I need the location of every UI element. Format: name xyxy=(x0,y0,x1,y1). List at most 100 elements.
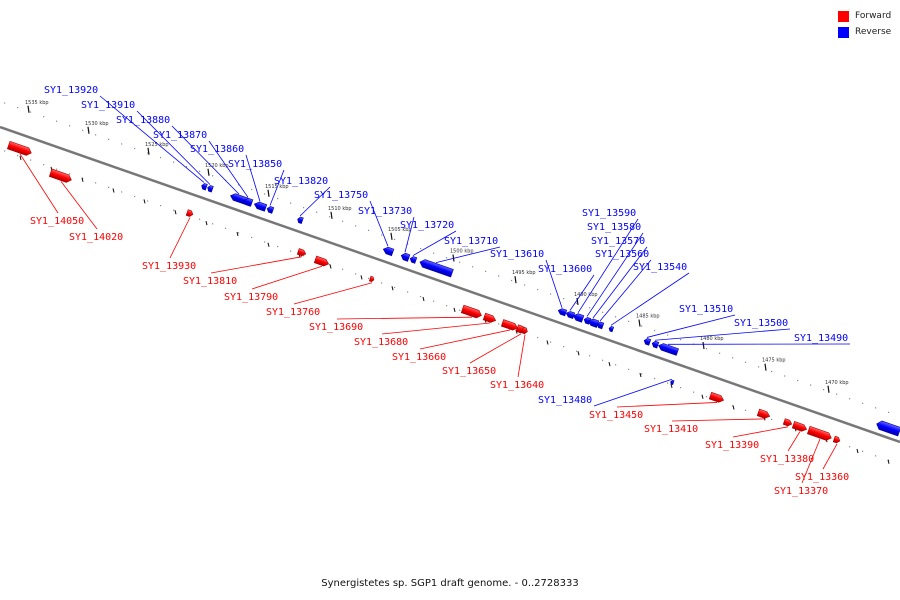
ruler-dot xyxy=(862,402,864,404)
ruler-dot xyxy=(680,387,682,389)
ruler-dot xyxy=(290,250,292,252)
gene-label: SY1_13570 xyxy=(591,236,645,247)
gene-block-shape xyxy=(243,197,254,207)
ruler-dot xyxy=(589,307,591,309)
kbp-tick xyxy=(147,147,150,155)
gene-block-shape xyxy=(521,326,528,335)
minor-tick xyxy=(143,199,146,204)
ruler-dot xyxy=(498,275,500,277)
ruler-dot xyxy=(43,164,45,166)
gene-block-shape xyxy=(409,256,418,264)
leader-line xyxy=(60,181,98,230)
gene-label: SY1_13880 xyxy=(116,115,170,126)
gene-label: SY1_13850 xyxy=(228,159,282,170)
ruler-dot xyxy=(186,166,188,168)
ruler-dot xyxy=(212,175,214,177)
gene-block-shape xyxy=(572,313,585,323)
gene-block xyxy=(201,183,208,191)
leader-line xyxy=(251,265,323,290)
minor-tick xyxy=(391,286,394,291)
ruler-dot xyxy=(602,359,604,361)
gene-block xyxy=(266,206,275,214)
gene-label: SY1_13750 xyxy=(314,190,368,201)
ruler-dot xyxy=(875,407,877,409)
gene-block xyxy=(297,216,304,225)
gene-block-shape xyxy=(658,343,679,356)
gene-label: SY1_13600 xyxy=(538,264,592,275)
ruler-dot xyxy=(147,152,149,154)
minor-tick xyxy=(112,188,115,193)
gene-label: SY1_13580 xyxy=(587,222,641,233)
gene-label: SY1_13680 xyxy=(354,337,408,348)
gene-label: SY1_13610 xyxy=(490,249,544,260)
leader-line xyxy=(586,232,644,317)
minor-tick xyxy=(267,242,270,247)
gene-block-shape xyxy=(419,259,454,278)
ruler-dot xyxy=(810,384,812,386)
ruler-dot xyxy=(446,257,448,259)
gene-block-shape xyxy=(565,311,576,320)
ruler-dot xyxy=(472,266,474,268)
gene-block-shape xyxy=(297,216,304,225)
ruler-dot xyxy=(641,373,643,375)
ruler-dot xyxy=(589,355,591,357)
gene-label: SY1_13910 xyxy=(81,100,135,111)
gene-block xyxy=(313,255,330,267)
ruler-dot xyxy=(225,227,227,229)
kbp-tick xyxy=(330,211,333,219)
ruler-dot xyxy=(537,336,539,339)
gene-block-edge-shape xyxy=(876,420,900,437)
ruler-dot xyxy=(407,291,409,293)
ruler-dot xyxy=(381,282,383,284)
genome-caption: Synergistetes sp. SGP1 draft genome. - 0… xyxy=(321,578,579,589)
ruler-dot xyxy=(199,218,201,220)
minor-tick xyxy=(546,340,549,345)
gene-block-shape xyxy=(400,252,411,262)
ruler-dot xyxy=(160,205,162,207)
ruler-dot xyxy=(238,184,240,186)
ruler-dot xyxy=(498,323,500,325)
ruler-dot xyxy=(134,195,136,198)
kbp-tick-label: 1530 kbp xyxy=(85,121,109,127)
leader-line xyxy=(245,154,261,202)
kbp-tick xyxy=(390,232,393,240)
ruler-dot xyxy=(745,409,747,411)
leader-line xyxy=(610,272,690,326)
ruler-dot xyxy=(82,129,84,131)
gene-block-shape xyxy=(587,318,600,328)
leader-line xyxy=(210,256,303,274)
ruler-dot xyxy=(654,377,656,380)
ruler-dots xyxy=(4,102,890,461)
minor-tick xyxy=(422,296,425,302)
ruler-dot xyxy=(628,320,630,322)
kbp-tick xyxy=(764,363,767,371)
ruler-dot xyxy=(550,293,552,295)
minor-tick xyxy=(577,351,580,356)
ruler-dot xyxy=(732,357,734,359)
ruler-dot xyxy=(303,207,305,209)
leader-line xyxy=(577,218,639,314)
gene-block xyxy=(651,340,660,349)
gene-block xyxy=(253,201,268,212)
ruler-dot xyxy=(316,211,318,213)
ruler-ticks: 1535 kbp 1530 kbp 1525 kbp 1520 kbp 1515 kbp… xyxy=(19,100,890,464)
minor-tick xyxy=(639,372,642,378)
label-leaders xyxy=(19,95,851,484)
kbp-tick xyxy=(514,276,517,284)
minor-tick xyxy=(174,210,177,215)
ruler-dot xyxy=(277,197,279,200)
gene-label: SY1_13870 xyxy=(153,130,207,141)
ruler-dot xyxy=(433,300,435,302)
ruler-dot xyxy=(173,209,175,211)
gene-block xyxy=(243,197,254,207)
gene-block-shape xyxy=(382,246,395,257)
gene-label: SY1_13920 xyxy=(44,85,98,96)
ruler-dot xyxy=(368,229,370,231)
ruler-dot xyxy=(173,161,175,163)
ruler-dot xyxy=(459,309,461,311)
gene-block-shape xyxy=(185,209,194,217)
gene-label: SY1_13450 xyxy=(589,410,643,421)
kbp-tick xyxy=(702,341,705,350)
ruler-dot xyxy=(849,446,851,448)
gene-block-shape xyxy=(460,304,482,319)
